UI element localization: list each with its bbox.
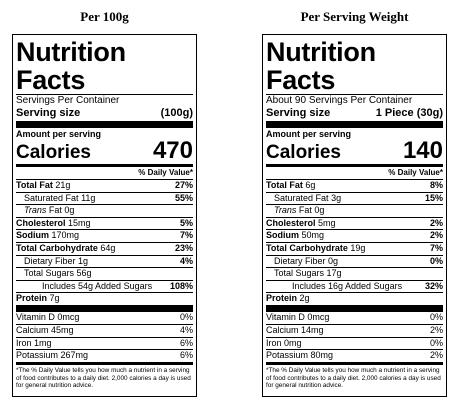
label-title: Nutrition Facts (16, 37, 126, 95)
nutrition-label-per-100g: Nutrition Facts Servings Per Container S… (12, 34, 197, 397)
nutrient-row-protein: Protein 7g (16, 292, 193, 305)
footnote: *The % Daily Value tells you how much a … (16, 367, 191, 390)
nutrient-row-cholesterol: Cholesterol 15mg 5% (16, 216, 193, 228)
vitamin-row-iron: Iron 0mg 0% (266, 336, 443, 348)
nutrient-row-total-carbohydrate: Total Carbohydrate 19g 7% (266, 241, 443, 253)
calories-value: 140 (402, 137, 443, 164)
vitamin-row-calcium: Calcium 45mg 4% (16, 323, 193, 335)
daily-value-header: % Daily Value* (138, 168, 193, 177)
nutrition-label-per-serving: Nutrition Facts About 90 Servings Per Co… (262, 34, 447, 397)
nutrient-row-dietary-fiber: Dietary Fiber 1g 4% (16, 254, 193, 268)
heading-per-100g: Per 100g (80, 9, 129, 24)
nutrient-row-protein: Protein 2g (266, 292, 443, 305)
vitamin-row-vitamin-d: Vitamin D 0mcg 0% (266, 311, 443, 322)
nutrient-row-total-fat: Total Fat 6g 8% (266, 179, 443, 190)
servings-per-container: Servings Per Container (16, 95, 120, 106)
vitamins-section: Vitamin D 0mcg 0% Calcium 45mg 4% Iron 1mg… (16, 312, 193, 362)
nutrient-row-saturated-fat: Saturated Fat 11g 55% (16, 191, 193, 205)
nutrient-row-total-fat: Total Fat 21g 27% (16, 179, 193, 190)
calories-row: Calories 470 (16, 137, 193, 164)
nutrient-row-dietary-fiber: Dietary Fiber 0g 0% (266, 254, 443, 268)
servings-per-container: About 90 Servings Per Container (266, 95, 413, 106)
vitamin-row-potassium: Potassium 80mg 2% (266, 349, 443, 361)
amount-per-serving: Amount per serving (16, 129, 102, 139)
serving-size-value: (100g) (160, 107, 193, 119)
amount-per-serving: Amount per serving (266, 129, 352, 139)
calories-value: 470 (152, 137, 193, 164)
serving-size-row: Serving size 1 Piece (30g) (266, 107, 443, 119)
serving-size-row: Serving size (100g) (16, 107, 193, 119)
serving-size-value: 1 Piece (30g) (375, 107, 443, 119)
vitamin-row-vitamin-d: Vitamin D 0mcg 0% (16, 311, 193, 322)
vitamin-row-iron: Iron 1mg 6% (16, 336, 193, 348)
nutrient-row-cholesterol: Cholesterol 5mg 2% (266, 216, 443, 228)
nutrient-row-total-sugars: Total Sugars 17g (266, 267, 443, 280)
nutrient-row-added-sugars: Includes 16g Added Sugars 32% (266, 279, 443, 293)
vitamin-row-potassium: Potassium 267mg 6% (16, 349, 193, 361)
nutrient-row-trans-fat: Trans Fat 0g (16, 204, 193, 217)
vitamins-section: Vitamin D 0mcg 0% Calcium 14mg 2% Iron 0mg… (266, 312, 443, 362)
vitamin-row-calcium: Calcium 14mg 2% (266, 323, 443, 335)
nutrient-row-saturated-fat: Saturated Fat 3g 15% (266, 191, 443, 205)
label-title: Nutrition Facts (266, 37, 376, 95)
nutrient-row-trans-fat: Trans Fat 0g (266, 204, 443, 217)
nutrient-row-added-sugars: Includes 54g Added Sugars 108% (16, 279, 193, 293)
nutrient-row-sodium: Sodium 170mg 7% (16, 229, 193, 241)
heading-per-serving: Per Serving Weight (300, 9, 409, 24)
nutrient-row-total-sugars: Total Sugars 56g (16, 267, 193, 280)
nutrient-row-sodium: Sodium 50mg 2% (266, 229, 443, 241)
daily-value-header: % Daily Value* (388, 168, 443, 177)
nutrient-row-total-carbohydrate: Total Carbohydrate 64g 23% (16, 241, 193, 253)
footnote: *The % Daily Value tells you how much a … (266, 367, 441, 390)
calories-row: Calories 140 (266, 137, 443, 164)
